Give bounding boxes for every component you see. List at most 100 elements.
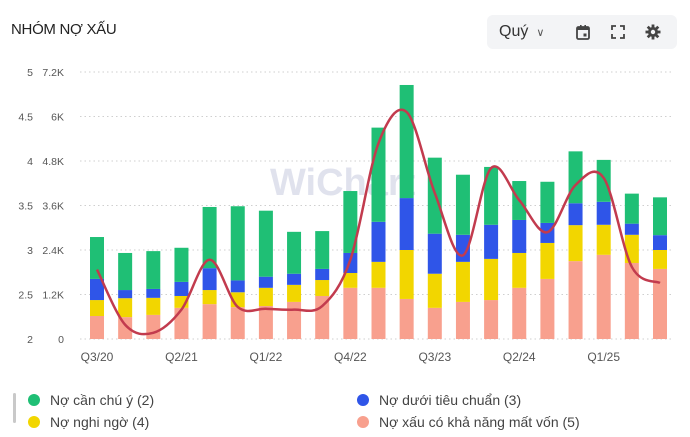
bar-segment (653, 235, 667, 250)
bar-segment (343, 287, 358, 339)
right-axis-tick-label: 2.5 (18, 290, 33, 302)
bar-segment (230, 280, 245, 293)
legend-scrollbar[interactable] (13, 393, 16, 423)
bar-segment (174, 295, 189, 308)
bar-segment (343, 191, 358, 253)
bar-segment (371, 221, 386, 262)
bar-segment (399, 198, 414, 250)
bar-segment (315, 295, 330, 339)
bar-segment (174, 281, 189, 296)
bar-segment (118, 298, 133, 318)
bar-segment (596, 224, 611, 255)
fullscreen-icon[interactable] (610, 24, 626, 40)
legend-label: Nợ nghi ngờ (4) (50, 414, 150, 430)
bar-segment (653, 268, 667, 339)
bar-segment (371, 287, 386, 339)
bar-segment (202, 206, 217, 269)
legend-item-substandard-debt[interactable]: Nợ dưới tiêu chuẩn (3) (357, 392, 521, 408)
legend-dot (357, 394, 369, 406)
calendar-icon[interactable] (575, 24, 591, 40)
bar-segment (624, 234, 639, 263)
bar-segment (568, 151, 583, 204)
legend-dot (28, 394, 40, 406)
bar-segment (568, 225, 583, 262)
bar-segment (371, 261, 386, 288)
bar-segment (399, 298, 414, 339)
legend-label: Nợ xấu có khả năng mất vốn (5) (379, 414, 580, 430)
bar-segment (258, 210, 273, 277)
bar-segment (258, 287, 273, 306)
bar-segment (427, 273, 442, 308)
x-axis-tick-label: Q2/21 (165, 350, 198, 364)
bar-segment (118, 317, 133, 339)
x-axis-tick-label: Q2/24 (503, 350, 536, 364)
bar-segment (258, 305, 273, 339)
left-axis-tick-label: 6K (51, 112, 64, 124)
bar-segment (202, 268, 217, 291)
chart-toolbar: Quý ∨ (487, 15, 677, 49)
bar-segment (624, 262, 639, 339)
left-axis-tick-label: 0 (58, 334, 64, 346)
bar-segment (596, 201, 611, 225)
bar-segment (653, 197, 667, 236)
legend-label: Nợ cần chú ý (2) (50, 392, 155, 408)
x-axis-tick-label: Q1/22 (250, 350, 283, 364)
legend-dot (357, 416, 369, 428)
bar-segment (427, 307, 442, 339)
bar-segment (258, 276, 273, 288)
bar-segment (146, 288, 161, 298)
bar-segment (315, 231, 330, 269)
bar-segment (174, 247, 189, 282)
bar-segment (146, 314, 161, 339)
bar-segment (202, 304, 217, 339)
bar-segment (90, 300, 104, 317)
right-axis-tick-label: 2 (27, 334, 33, 346)
bar-segment (455, 301, 470, 339)
x-axis-tick-label: Q4/22 (334, 350, 367, 364)
right-axis-tick-label: 4 (27, 156, 33, 168)
legend: Nợ cần chú ý (2) Nợ dưới tiêu chuẩn (3) … (0, 390, 690, 435)
bar-segment (512, 252, 527, 288)
period-select[interactable]: Quý ∨ (499, 23, 544, 41)
bar-segment (202, 290, 217, 305)
left-axis-tick-label: 1.2K (42, 290, 64, 302)
bar-segment (90, 278, 104, 301)
legend-dot (28, 416, 40, 428)
bar-segment (343, 272, 358, 288)
legend-label: Nợ dưới tiêu chuẩn (3) (379, 392, 522, 408)
x-axis-tick-label: Q3/20 (81, 350, 114, 364)
bar-segment (287, 231, 302, 274)
right-axis-tick-label: 5 (27, 67, 33, 79)
bar-segment (540, 242, 555, 279)
legend-item-doubtful-debt[interactable]: Nợ nghi ngờ (4) (28, 414, 149, 430)
bar-segment (484, 224, 499, 259)
bar-segment (540, 278, 555, 339)
bar-segment (512, 219, 527, 253)
left-axis-tick-label: 4.8K (42, 156, 64, 168)
bar-segment (512, 287, 527, 339)
bar-segment (484, 166, 499, 225)
right-axis-tick-label: 3 (27, 245, 33, 257)
chevron-down-icon: ∨ (536, 26, 545, 39)
bar-segment (455, 174, 470, 235)
bar-segment (287, 301, 302, 339)
bar-segment (596, 254, 611, 339)
bar-segment (568, 261, 583, 339)
chart-title: NHÓM NỢ XẤU (11, 21, 117, 38)
bar-segment (399, 84, 414, 199)
gear-icon[interactable] (645, 24, 661, 40)
ratio-line (95, 108, 661, 336)
bar-segment (118, 290, 133, 299)
legend-item-watch-debt[interactable]: Nợ cần chú ý (2) (28, 392, 154, 408)
bar-segment (146, 251, 161, 289)
bar-segment (653, 250, 667, 269)
bar-segment (455, 261, 470, 302)
bar-segment (287, 273, 302, 285)
bar-segment (568, 203, 583, 226)
left-axis-tick-label: 2.4K (42, 245, 64, 257)
bar-segment (399, 250, 414, 299)
bar-segment (146, 297, 161, 315)
bar-segment (90, 237, 104, 279)
legend-item-loss-debt[interactable]: Nợ xấu có khả năng mất vốn (5) (357, 414, 580, 430)
